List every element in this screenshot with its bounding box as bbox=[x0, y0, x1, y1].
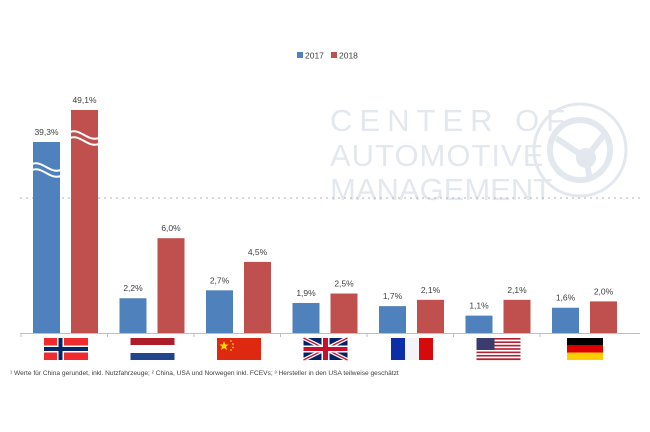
bar-2018-usa bbox=[503, 299, 531, 333]
data-label: 4,5% bbox=[248, 247, 268, 257]
axis-break-mark bbox=[31, 168, 62, 178]
legend: 2017 2018 bbox=[297, 51, 358, 61]
watermark-line-1: CENTER OF bbox=[330, 103, 572, 138]
data-label: 1,6% bbox=[556, 293, 576, 303]
data-label: 2,7% bbox=[210, 275, 230, 285]
data-label: 39,3% bbox=[34, 127, 59, 137]
germany-flag-icon bbox=[567, 338, 603, 360]
legend-swatch-2018 bbox=[331, 52, 337, 58]
france-flag-icon bbox=[391, 338, 433, 360]
axis-break-mark bbox=[69, 136, 100, 146]
watermark: CENTER OF AUTOMOTIVE MANAGEMENT bbox=[330, 102, 628, 207]
data-label: 1,9% bbox=[296, 288, 316, 298]
uk-flag-icon bbox=[302, 336, 349, 362]
bar-2018-china bbox=[244, 261, 271, 333]
data-label: 1,1% bbox=[469, 301, 489, 311]
bars bbox=[31, 110, 617, 333]
steering-wheel-seal-icon bbox=[532, 102, 628, 198]
bar-2018-france bbox=[417, 299, 444, 333]
data-label: 2,1% bbox=[507, 285, 527, 295]
usa-flag-icon bbox=[476, 338, 521, 361]
bar-2017-usa bbox=[465, 315, 493, 333]
data-label: 2,2% bbox=[123, 283, 143, 293]
legend-label-2018: 2018 bbox=[339, 51, 358, 61]
bar-2017-united-kingdom bbox=[292, 302, 320, 333]
bar-2017-france bbox=[379, 306, 406, 333]
data-label: 1,7% bbox=[383, 291, 403, 301]
data-label: 2,5% bbox=[334, 279, 354, 289]
axis-break-mark bbox=[69, 130, 100, 140]
bar-2018-netherlands bbox=[157, 238, 185, 333]
bar-2018-germany bbox=[590, 301, 617, 333]
bar-2017-china bbox=[206, 290, 233, 333]
axis-break-mark bbox=[31, 162, 62, 172]
netherlands-flag-icon bbox=[130, 338, 175, 360]
data-labels: 39,3% 49,1% 2,2% 6,0% 2,7% 4,5% 1,9% 2,5% 1,7% 2,… bbox=[34, 95, 613, 311]
category-flags bbox=[44, 336, 603, 362]
footnote: ¹ Werte für China gerundet, inkl. Nutzfa… bbox=[10, 370, 399, 377]
data-label: 6,0% bbox=[161, 223, 181, 233]
x-axis-ticks bbox=[20, 333, 541, 337]
legend-label-2017: 2017 bbox=[305, 51, 324, 61]
bar-2017-germany bbox=[552, 307, 579, 333]
data-label: 2,1% bbox=[421, 285, 441, 295]
watermark-line-3: MANAGEMENT bbox=[330, 172, 552, 207]
bar-2018-norway bbox=[71, 110, 98, 333]
bar-2018-united-kingdom bbox=[330, 293, 358, 333]
legend-swatch-2017 bbox=[297, 52, 303, 58]
norway-flag-icon bbox=[44, 338, 88, 360]
watermark-line-2: AUTOMOTIVE bbox=[330, 138, 544, 173]
china-flag-icon bbox=[217, 338, 261, 360]
data-label: 49,1% bbox=[72, 95, 97, 105]
data-label: 2,0% bbox=[594, 286, 614, 296]
bar-2017-netherlands bbox=[119, 298, 147, 333]
